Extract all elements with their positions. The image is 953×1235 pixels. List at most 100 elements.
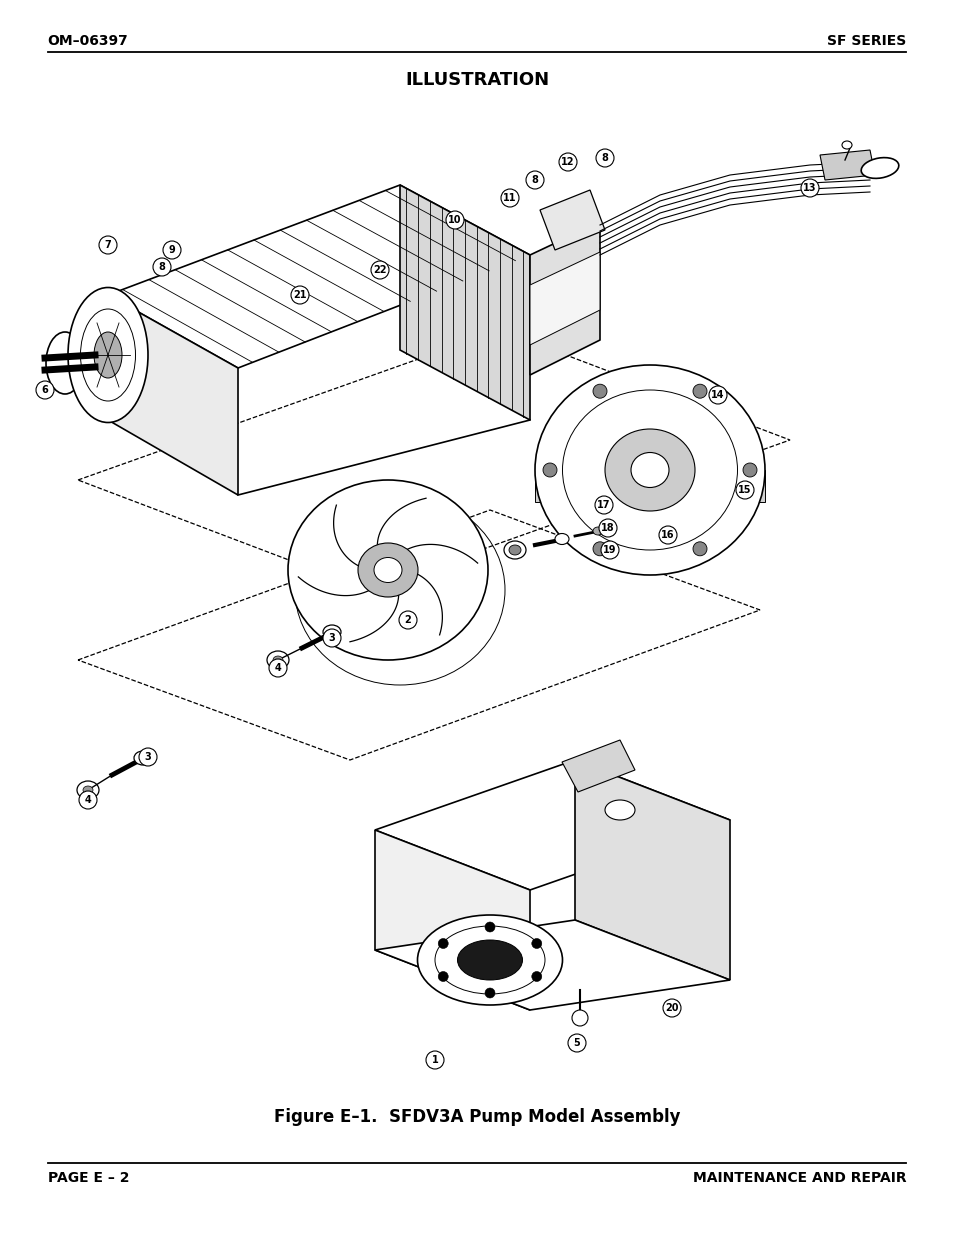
Text: 8: 8 [531, 175, 537, 185]
Text: 19: 19 [602, 545, 616, 555]
Circle shape [163, 241, 181, 259]
Circle shape [426, 1051, 443, 1070]
Circle shape [692, 384, 706, 398]
Ellipse shape [357, 543, 417, 597]
Ellipse shape [374, 557, 401, 583]
Circle shape [139, 748, 157, 766]
Text: 22: 22 [373, 266, 386, 275]
Text: 8: 8 [601, 153, 608, 163]
Text: 3: 3 [145, 752, 152, 762]
Text: 16: 16 [660, 530, 674, 540]
Text: 11: 11 [503, 193, 517, 203]
Polygon shape [561, 740, 635, 792]
Text: 21: 21 [293, 290, 307, 300]
Ellipse shape [555, 534, 568, 545]
Circle shape [531, 972, 541, 982]
Circle shape [371, 261, 389, 279]
Circle shape [323, 629, 340, 647]
Ellipse shape [273, 656, 283, 664]
Text: 6: 6 [42, 385, 49, 395]
Polygon shape [535, 471, 764, 501]
Circle shape [593, 384, 606, 398]
Ellipse shape [68, 288, 148, 422]
Text: 12: 12 [560, 157, 574, 167]
Text: 10: 10 [448, 215, 461, 225]
Text: 7: 7 [105, 240, 112, 249]
Text: Figure E–1.  SFDV3A Pump Model Assembly: Figure E–1. SFDV3A Pump Model Assembly [274, 1108, 679, 1126]
Circle shape [662, 999, 680, 1016]
Text: 18: 18 [600, 522, 614, 534]
Circle shape [659, 526, 677, 543]
Circle shape [595, 496, 613, 514]
Circle shape [598, 519, 617, 537]
Circle shape [525, 170, 543, 189]
Ellipse shape [46, 332, 84, 394]
Circle shape [36, 382, 54, 399]
Ellipse shape [77, 781, 99, 799]
Circle shape [542, 463, 557, 477]
Text: SF SERIES: SF SERIES [826, 35, 905, 48]
Ellipse shape [267, 651, 289, 669]
Circle shape [446, 211, 463, 228]
Text: 17: 17 [597, 500, 610, 510]
Polygon shape [375, 760, 729, 890]
Text: 5: 5 [573, 1037, 579, 1049]
Text: 8: 8 [158, 262, 165, 272]
Circle shape [291, 287, 309, 304]
Text: PAGE E – 2: PAGE E – 2 [48, 1171, 129, 1186]
Polygon shape [820, 149, 874, 180]
Polygon shape [575, 760, 729, 981]
Ellipse shape [535, 366, 764, 576]
Circle shape [79, 790, 97, 809]
Circle shape [567, 1034, 585, 1052]
Polygon shape [108, 185, 530, 368]
Ellipse shape [457, 940, 522, 981]
Circle shape [593, 542, 606, 556]
Polygon shape [375, 830, 530, 1010]
Ellipse shape [417, 915, 562, 1005]
Ellipse shape [503, 541, 525, 559]
Ellipse shape [630, 452, 668, 488]
Circle shape [572, 1010, 587, 1026]
Circle shape [437, 972, 448, 982]
Text: 4: 4 [274, 663, 281, 673]
Ellipse shape [604, 429, 695, 511]
Text: 14: 14 [711, 390, 724, 400]
Text: 1: 1 [431, 1055, 438, 1065]
Circle shape [398, 611, 416, 629]
Polygon shape [530, 252, 599, 345]
Text: 20: 20 [664, 1003, 678, 1013]
Ellipse shape [83, 785, 92, 794]
Ellipse shape [323, 625, 340, 638]
Polygon shape [399, 185, 530, 420]
Circle shape [558, 153, 577, 170]
Ellipse shape [288, 480, 488, 659]
Circle shape [99, 236, 117, 254]
Polygon shape [530, 222, 599, 375]
Ellipse shape [604, 800, 635, 820]
Circle shape [500, 189, 518, 207]
Polygon shape [375, 920, 729, 1010]
Text: 9: 9 [169, 245, 175, 254]
Circle shape [269, 659, 287, 677]
Circle shape [531, 939, 541, 948]
Text: 15: 15 [738, 485, 751, 495]
Circle shape [692, 542, 706, 556]
Text: ILLUSTRATION: ILLUSTRATION [404, 70, 549, 89]
Circle shape [596, 149, 614, 167]
Polygon shape [539, 190, 604, 249]
Text: 13: 13 [802, 183, 816, 193]
Text: OM–06397: OM–06397 [48, 35, 129, 48]
Ellipse shape [133, 751, 152, 764]
Circle shape [735, 480, 753, 499]
Circle shape [801, 179, 818, 198]
Circle shape [708, 387, 726, 404]
Text: 4: 4 [85, 795, 91, 805]
Circle shape [600, 541, 618, 559]
Circle shape [484, 988, 495, 998]
Ellipse shape [509, 545, 520, 555]
Circle shape [152, 258, 171, 275]
Text: 3: 3 [328, 634, 335, 643]
Text: MAINTENANCE AND REPAIR: MAINTENANCE AND REPAIR [692, 1171, 905, 1186]
Ellipse shape [841, 141, 851, 149]
